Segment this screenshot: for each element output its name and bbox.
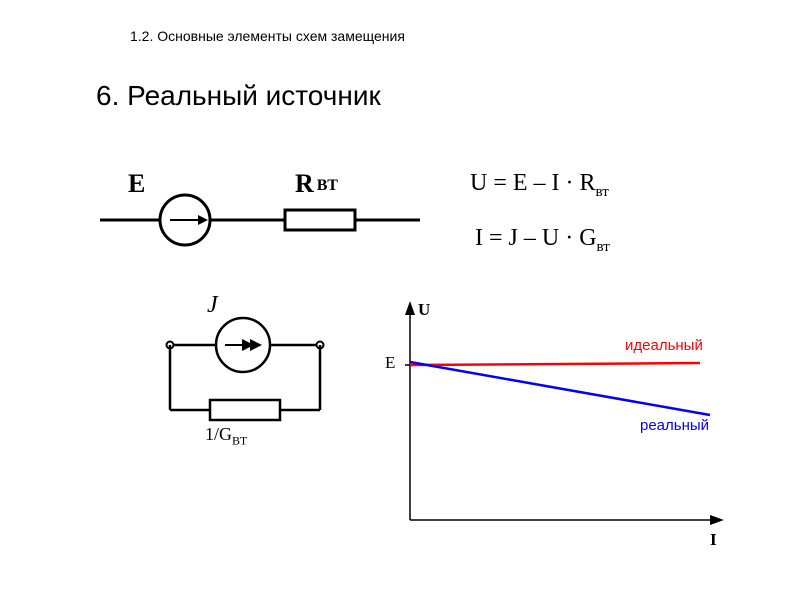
breadcrumb: 1.2. Основные элементы схем замещения xyxy=(130,28,405,44)
circuit2-label-g: 1/GВТ xyxy=(205,424,247,449)
circuit2-svg xyxy=(150,300,370,460)
circuit-real-current-source: J 1/GВТ xyxy=(150,300,370,460)
circuit2-g-prefix: 1/G xyxy=(205,424,232,444)
eq2-g: G xyxy=(573,225,596,251)
eq2-sub: вт xyxy=(597,239,610,255)
chart-y-axis-label: U xyxy=(418,300,430,320)
chart-x-axis-label: I xyxy=(710,530,717,550)
circuit1-svg xyxy=(100,170,420,250)
eq2-text: I = J – U xyxy=(475,225,565,251)
chart-u-vs-i: U I E идеальный реальный xyxy=(370,295,730,555)
page-root: 1.2. Основные элементы схем замещения 6.… xyxy=(0,0,800,600)
circuit1-label-e: E xyxy=(128,169,145,199)
chart-legend-ideal: идеальный xyxy=(625,337,703,354)
circuit1-r-sub: ВТ xyxy=(314,177,338,194)
equation-current: I = J – U · Gвт xyxy=(475,225,610,256)
chart-series-ideal xyxy=(410,363,700,365)
eq1-dot: · xyxy=(566,170,574,196)
equation-voltage: U = E – I · Rвт xyxy=(470,170,609,201)
eq1-sub: вт xyxy=(596,184,609,200)
eq1-r: R xyxy=(574,170,596,196)
page-title: 6. Реальный источник xyxy=(96,80,381,112)
eq1-text: U = E – I xyxy=(470,170,566,196)
circuit1-label-r: RВТ xyxy=(295,169,338,199)
circuit1-r-letter: R xyxy=(295,169,314,198)
chart-series-real xyxy=(410,362,710,415)
eq2-dot: · xyxy=(565,225,573,251)
chart-e-tick-label: E xyxy=(385,353,395,373)
chart-legend-real: реальный xyxy=(640,417,709,434)
circuit2-g-sub: ВТ xyxy=(232,434,247,448)
circuit-real-voltage-source: E RВТ xyxy=(100,170,420,250)
circuit2-label-j: J xyxy=(207,292,218,319)
